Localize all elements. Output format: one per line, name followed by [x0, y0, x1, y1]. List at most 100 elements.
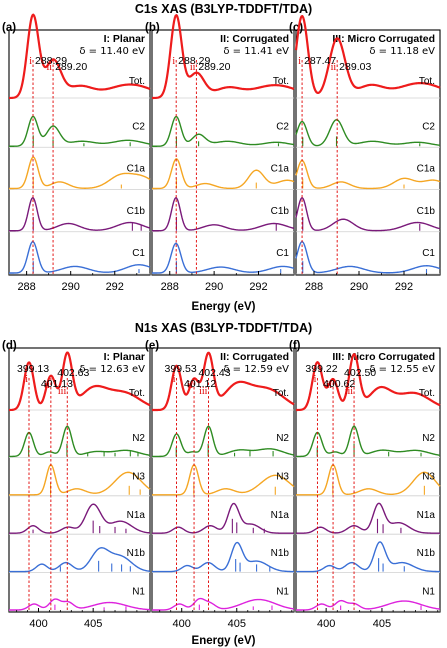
- panel-f-title: III: Micro Corrugated: [332, 351, 435, 363]
- panel-b-c1b-label: C1b: [271, 206, 290, 217]
- panel-b-c2-curve: [152, 115, 295, 147]
- panel-e-tot-curve: [151, 351, 295, 412]
- panel-d-annot-iii-value: 402.63: [57, 367, 89, 379]
- panel-e-n1-curve: [152, 597, 295, 611]
- panel-b-delta: δ = 11.41 eV: [223, 46, 289, 57]
- panel-e-n3-label: N3: [276, 471, 289, 482]
- panel-e-n1b-curve: [152, 541, 295, 573]
- panel-d-tot-curve: [8, 351, 151, 412]
- panel-d-n1a-label: N1a: [127, 510, 146, 521]
- panel-c-tick-label-0: 288: [305, 281, 323, 293]
- panel-b-tick-label-1: 290: [205, 281, 223, 293]
- panel-c-c1a-label: C1a: [417, 164, 436, 175]
- panel-b-c2-label: C2: [276, 121, 289, 132]
- panel-b-c1a-label: C1a: [271, 164, 290, 175]
- panel-c-c1-label: C1: [422, 248, 435, 259]
- panel-e-label: (e): [145, 340, 159, 352]
- panel-e-frame: [151, 347, 295, 613]
- panel-c-c2-label: C2: [422, 121, 435, 132]
- panel-d-annot-ii-roman: ii: [44, 380, 50, 391]
- panel-c-c1-curve: [295, 241, 441, 274]
- panel-a-c1b-curve: [9, 197, 151, 232]
- panel-b-label: (b): [145, 22, 160, 34]
- n1s-x-axis-label: Energy (eV): [192, 635, 256, 647]
- panel-e-n2-curve: [152, 425, 295, 458]
- panel-f-n3-curve: [296, 464, 441, 496]
- panel-c-frame: [295, 29, 441, 276]
- panel-f-n1a-curve: [296, 502, 440, 534]
- panel-a-c1a-curve: [9, 156, 151, 190]
- panel-b-tot-curve: [151, 14, 295, 100]
- panel-c-c1b-curve: [295, 197, 441, 232]
- n1s-section-title: N1s XAS (B3LYP-TDDFT/TDA): [135, 321, 312, 335]
- panel-f-n1-curve: [296, 599, 441, 611]
- panel-b-annot-ii-roman: ii: [190, 62, 196, 73]
- panel-d-tick-label-1: 405: [84, 618, 102, 630]
- panel-d-n2-curve: [9, 425, 151, 458]
- panel-b-frame: [151, 29, 295, 276]
- panel-d-tot-label: Tot.: [129, 388, 145, 399]
- panel-a-tot-curve: [8, 13, 151, 100]
- panel-e-title: II: Corrugated: [220, 351, 289, 363]
- panel-b-c1-label: C1: [276, 248, 289, 259]
- panel-c-tot-curve: [294, 15, 441, 94]
- panel-e-annot-ii-roman: ii: [187, 380, 193, 391]
- panel-d-n1b-curve: [9, 547, 151, 573]
- panel-c-c2-curve: [295, 119, 441, 147]
- panel-a-frame: [8, 29, 151, 276]
- panel-f-n1b-label: N1b: [417, 548, 436, 559]
- panel-c-delta: δ = 11.18 eV: [369, 46, 435, 57]
- panel-e-delta: δ = 12.59 eV: [223, 364, 289, 375]
- panel-b-title: II: Corrugated: [220, 33, 289, 45]
- panel-f-n1-label: N1: [422, 587, 435, 598]
- panel-e-tick-label-1: 405: [228, 618, 246, 630]
- panel-d-label: (d): [2, 340, 17, 352]
- panel-e-annot-iii-roman: iii: [199, 386, 208, 397]
- panel-e-tick-label-0: 400: [173, 618, 191, 630]
- panel-d-title: I: Planar: [104, 351, 145, 363]
- panel-a-title: I: Planar: [104, 33, 145, 45]
- panel-b-annot-ii-value: 289.20: [198, 61, 230, 73]
- panel-f-n1a-label: N1a: [417, 510, 436, 521]
- panel-d-n2-label: N2: [132, 433, 145, 444]
- panel-a-tick-label-2: 292: [106, 281, 124, 293]
- panel-f-label: (f): [289, 340, 301, 352]
- panel-d-tick-label-0: 400: [29, 618, 47, 630]
- panel-e-n1b-label: N1b: [271, 548, 290, 559]
- panel-f-annot-ii-roman: ii: [326, 380, 332, 391]
- panel-a-c2-label: C2: [132, 121, 145, 132]
- panel-e-n1-label: N1: [276, 587, 289, 598]
- panel-d-annot-i-value: 399.13: [17, 363, 49, 375]
- panel-f-tick-label-1: 405: [373, 618, 391, 630]
- panel-a-annot-i-roman: i: [29, 56, 32, 67]
- panel-b-annot-i-value: 288.29: [178, 55, 210, 67]
- panel-b-tick-label-0: 288: [161, 281, 179, 293]
- panel-c-label: (c): [289, 22, 303, 34]
- panel-c-title: III: Micro Corrugated: [332, 33, 435, 45]
- panel-e-annot-i-roman: i: [173, 374, 176, 385]
- panel-f-tot-label: Tot.: [419, 388, 435, 399]
- panel-c-annot-ii-value: 289.03: [339, 61, 371, 73]
- panel-d-delta: δ = 12.63 eV: [79, 364, 145, 375]
- panel-a-tot-label: Tot.: [129, 76, 145, 87]
- panel-a-c1a-label: C1a: [127, 164, 146, 175]
- panel-c-tick-label-2: 292: [395, 281, 413, 293]
- panel-e-n1a-curve: [152, 502, 294, 534]
- panel-f-n1b-curve: [296, 541, 441, 573]
- panel-c-annot-i-roman: i: [298, 56, 301, 67]
- panel-d-n1a-curve: [9, 503, 151, 534]
- panel-b-tot-label: Tot.: [273, 76, 289, 87]
- panel-f-annot-iii-value: 402.50: [344, 367, 376, 379]
- panel-e-annot-iii-value: 402.43: [198, 367, 230, 379]
- panel-b-c1b-curve: [152, 197, 295, 232]
- panel-a-annot-i-value: 288.29: [35, 55, 67, 67]
- panel-c-tick-label-1: 290: [350, 281, 368, 293]
- panel-a-c2-curve: [9, 115, 151, 147]
- panel-a-delta: δ = 11.40 eV: [79, 46, 145, 57]
- panel-f-annot-i-roman: i: [314, 374, 317, 385]
